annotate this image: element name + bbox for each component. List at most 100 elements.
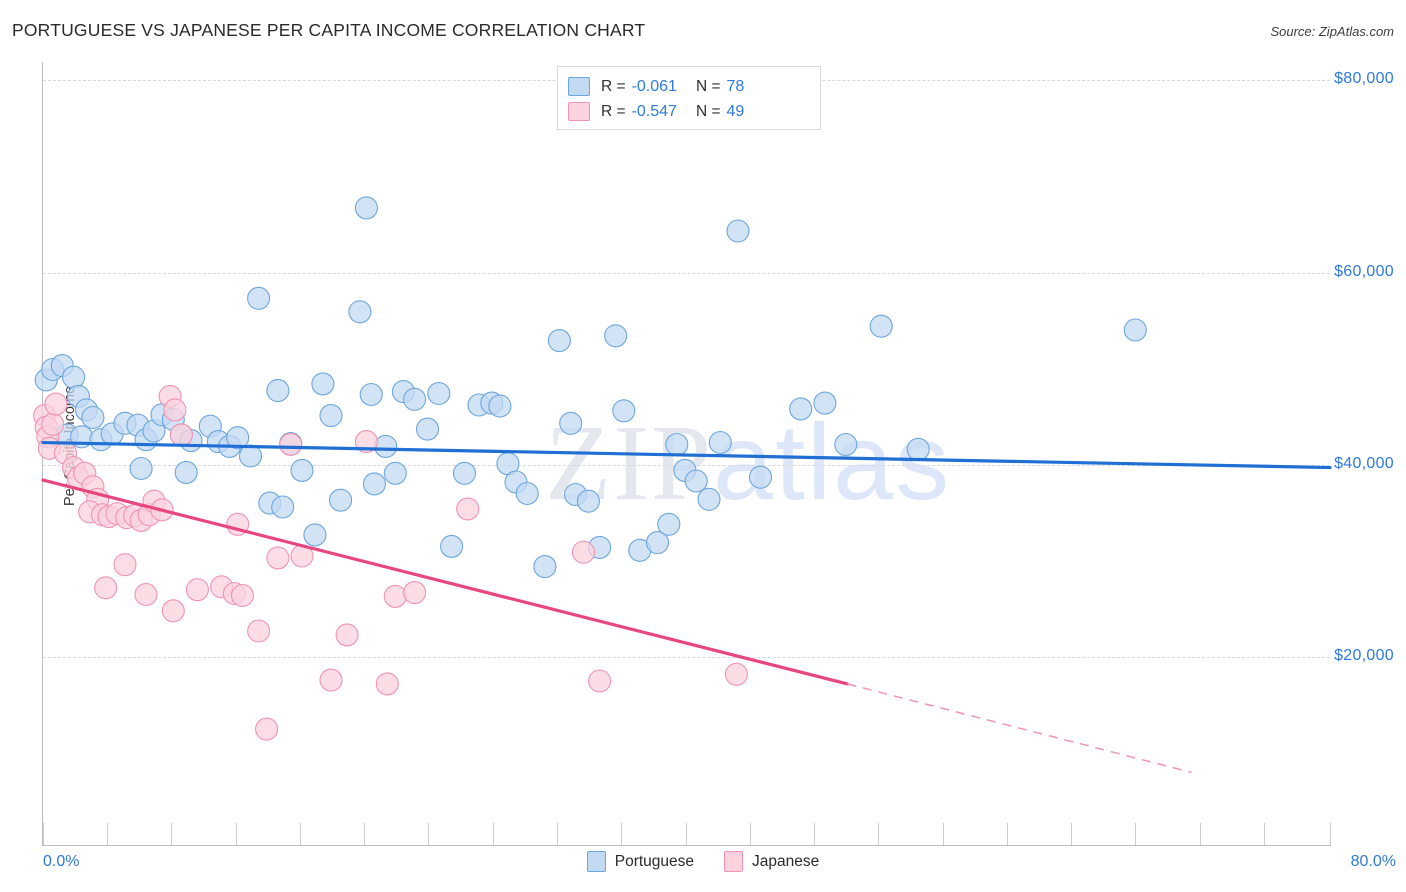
data-point-japanese [375,672,399,696]
data-point-japanese [319,668,343,692]
data-point-japanese [724,662,748,686]
data-point-japanese [255,717,279,741]
legend-r-value-japanese: -0.547 [631,102,677,120]
data-point-portuguese [515,481,539,506]
series-label-portuguese: Portuguese [614,852,695,870]
data-point-japanese [456,497,480,521]
data-point-portuguese [348,300,372,324]
data-point-portuguese [657,512,681,536]
data-point-portuguese [290,458,314,482]
data-point-portuguese [440,534,464,558]
data-point-portuguese [684,469,708,493]
data-point-portuguese [1123,318,1147,342]
y-tick-label-60000: $60,000 [1334,263,1394,280]
gridline-60000 [43,273,1330,274]
data-point-japanese [571,540,596,564]
x-tick-15 [1007,823,1008,845]
data-point-portuguese [362,472,386,496]
data-point-portuguese [604,324,628,348]
data-point-portuguese [311,372,335,396]
data-point-japanese [403,581,427,605]
x-tick-12 [814,823,815,845]
data-point-portuguese [869,314,893,338]
x-tick-0 [43,823,44,845]
series-label-japanese: Japanese [752,852,820,870]
x-tick-6 [428,823,429,845]
data-point-portuguese [906,437,930,461]
data-point-japanese [588,669,612,693]
series-legend: Portuguese Japanese [0,851,1406,872]
y-tick-label-40000: $40,000 [1334,455,1394,472]
data-point-portuguese [708,430,732,455]
x-tick-2 [171,823,172,845]
data-point-portuguese [697,487,721,511]
trendline-japanese-projection [847,683,1192,774]
data-point-japanese [185,578,209,602]
data-point-portuguese [427,381,451,406]
data-point-japanese [94,576,118,600]
x-tick-1 [107,823,108,845]
data-point-portuguese [726,219,750,243]
x-tick-8 [557,823,558,845]
data-point-portuguese [547,329,571,353]
x-tick-5 [364,823,365,845]
data-point-portuguese [266,379,290,403]
legend-swatch-japanese [568,102,590,121]
data-point-portuguese [303,523,327,547]
data-point-japanese [354,430,378,454]
data-point-portuguese [129,456,153,481]
data-point-portuguese [271,495,295,519]
data-point-japanese [161,599,185,623]
data-point-portuguese [488,394,512,418]
data-point-portuguese [789,397,813,421]
x-tick-4 [300,823,301,845]
data-point-portuguese [319,404,343,428]
series-legend-item-portuguese[interactable]: Portuguese [586,851,695,872]
data-point-japanese [230,583,255,608]
data-point-portuguese [403,387,427,411]
data-point-portuguese [81,405,105,430]
x-tick-3 [236,823,237,845]
x-tick-9 [621,823,622,845]
legend-r-key-japanese: R = [601,102,626,120]
data-point-japanese [41,412,65,436]
data-point-japanese [335,623,359,647]
legend-n-value-japanese: 49 [726,102,745,120]
data-point-portuguese [834,432,858,457]
legend-n-key-portuguese: N = [695,77,721,95]
x-tick-7 [493,823,494,845]
page-title: PORTUGUESE VS JAPANESE PER CAPITA INCOME… [12,20,646,40]
data-point-japanese [44,392,68,416]
data-point-portuguese [359,382,383,407]
data-point-portuguese [62,365,86,389]
legend-n-key-japanese: N = [695,102,721,120]
correlation-legend: R = -0.061 N = 78 R = -0.547 N = 49 [557,66,821,130]
data-point-portuguese [533,555,557,579]
legend-n-value-portuguese: 78 [726,77,745,95]
data-point-japanese [163,398,187,422]
data-point-portuguese [174,460,198,484]
data-point-portuguese [576,489,600,513]
data-point-portuguese [354,196,378,220]
x-tick-16 [1071,823,1072,845]
y-tick-label-20000: $20,000 [1334,647,1394,664]
series-legend-item-japanese[interactable]: Japanese [724,851,819,872]
data-point-portuguese [374,434,398,458]
data-point-portuguese [415,417,440,441]
x-tick-11 [750,823,751,845]
legend-row-portuguese: R = -0.061 N = 78 [568,74,810,99]
data-point-japanese [383,584,407,608]
x-tick-18 [1200,823,1201,845]
legend-swatch-portuguese [568,77,590,96]
data-point-portuguese [612,399,636,423]
x-axis-line [42,845,1331,846]
trendline-portuguese [41,440,1332,470]
data-point-portuguese [247,286,271,310]
legend-r-key-portuguese: R = [601,77,626,95]
data-point-portuguese [748,465,773,489]
data-point-japanese [134,582,158,607]
legend-row-japanese: R = -0.547 N = 49 [568,99,810,124]
x-tick-14 [943,823,944,845]
data-point-portuguese [559,411,583,435]
